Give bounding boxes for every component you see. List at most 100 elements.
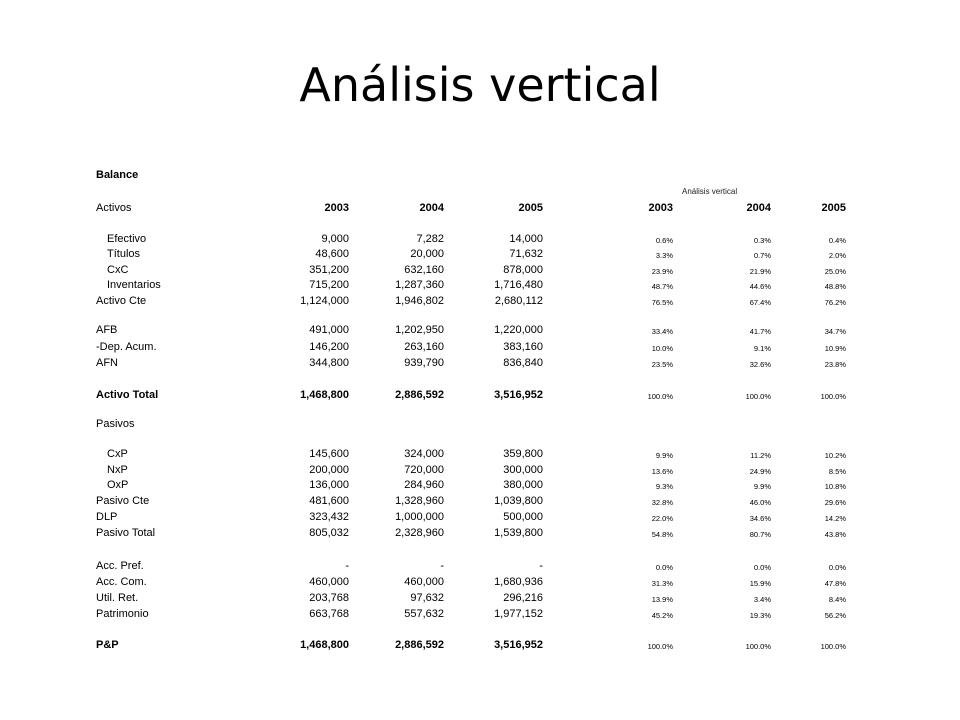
percent-cell: 33.4% [651,327,673,336]
percent-cell: 80.7% [749,530,771,539]
percent-cell: 32.8% [651,498,673,507]
row-label: Util. Ret. [96,592,139,604]
percent-cell: 43.8% [824,530,846,539]
percent-cell: 23.5% [651,360,673,369]
value-cell: 3,516,952 [494,639,543,651]
value-cell: 1,468,800 [300,639,349,651]
percent-cell: 47.8% [824,579,846,588]
percent-cell: 29.6% [824,498,846,507]
percent-cell: 54.8% [651,530,673,539]
row-label: Acc. Pref. [96,560,144,572]
value-cell: 663,768 [309,608,349,620]
value-cell: - [440,560,444,572]
percent-cell: 13.9% [651,595,673,604]
percent-cell: 100.0% [647,642,673,651]
row-label: Activo Total [96,389,159,401]
percent-cell: 21.9% [749,267,771,276]
vertical-analysis-heading: Análisis vertical [682,187,738,196]
value-cell: 460,000 [404,576,444,588]
percent-cell: 3.4% [753,595,771,604]
header-pct-year: 2005 [821,202,846,214]
value-cell: 263,160 [404,341,444,353]
value-cell: 9,000 [321,233,349,245]
row-label: OxP [107,479,129,491]
percent-cell: 76.2% [824,298,846,307]
value-cell: 296,216 [503,592,543,604]
value-cell: 1,468,800 [300,389,349,401]
value-cell: 359,800 [503,448,543,460]
value-cell: 7,282 [416,233,444,245]
value-cell: 481,600 [309,495,349,507]
percent-cell: 2.0% [828,251,846,260]
row-label: Pasivos [96,418,135,430]
value-cell: 351,200 [309,264,349,276]
value-cell: 380,000 [503,479,543,491]
percent-cell: 0.4% [828,236,846,245]
percent-cell: 3.3% [655,251,673,260]
value-cell: 300,000 [503,464,543,476]
value-cell: 324,000 [404,448,444,460]
percent-cell: 67.4% [749,298,771,307]
percent-cell: 48.7% [651,282,673,291]
value-cell: 1,000,000 [395,511,444,523]
percent-cell: 48.8% [824,282,846,291]
value-cell: 2,328,960 [395,527,444,539]
percent-cell: 0.3% [753,236,771,245]
percent-cell: 24.9% [749,467,771,476]
header-label: Activos [96,202,132,214]
balance-sheet-table: Balance Análisis vertical Activos 2003 2… [96,166,856,656]
row-label: Activo Cte [96,295,147,307]
value-cell: 284,960 [404,479,444,491]
value-cell: 146,200 [309,341,349,353]
value-cell: 71,632 [509,248,543,260]
percent-cell: 0.7% [753,251,771,260]
sheet-heading: Balance [96,169,139,181]
row-label: AFB [96,324,118,336]
percent-cell: 32.6% [749,360,771,369]
percent-cell: 25.0% [824,267,846,276]
value-cell: 836,840 [503,357,543,369]
value-cell: 1,287,360 [395,279,444,291]
value-cell: 1,680,936 [494,576,543,588]
value-cell: 1,946,802 [395,295,444,307]
value-cell: 500,000 [503,511,543,523]
percent-cell: 0.0% [655,563,673,572]
header-pct-year: 2003 [648,202,673,214]
value-cell: 1,202,950 [395,324,444,336]
percent-cell: 0.0% [753,563,771,572]
percent-cell: 22.0% [651,514,673,523]
percent-cell: 56.2% [824,611,846,620]
value-cell: 383,160 [503,341,543,353]
percent-cell: 45.2% [651,611,673,620]
header-pct-year: 2004 [746,202,771,214]
percent-cell: 10.9% [824,344,846,353]
value-cell: 14,000 [509,233,543,245]
value-cell: 20,000 [410,248,444,260]
percent-cell: 8.4% [828,595,846,604]
value-cell: 1,124,000 [300,295,349,307]
row-label: Pasivo Cte [96,495,150,507]
row-label: -Dep. Acum. [96,341,157,353]
value-cell: 878,000 [503,264,543,276]
percent-cell: 9.9% [753,482,771,491]
percent-cell: 76.5% [651,298,673,307]
value-cell: 2,886,592 [395,639,444,651]
percent-cell: 41.7% [749,327,771,336]
value-cell: 1,977,152 [494,608,543,620]
percent-cell: 100.0% [647,392,673,401]
row-label: CxC [107,264,129,276]
percent-cell: 100.0% [820,642,846,651]
value-cell: 491,000 [309,324,349,336]
value-cell: 1,039,800 [494,495,543,507]
value-cell: 136,000 [309,479,349,491]
value-cell: 557,632 [404,608,444,620]
row-label: Efectivo [107,233,147,245]
value-cell: 48,600 [315,248,349,260]
header-year: 2003 [324,202,349,214]
percent-cell: 100.0% [820,392,846,401]
percent-cell: 44.6% [749,282,771,291]
percent-cell: 34.7% [824,327,846,336]
header-year: 2004 [419,202,444,214]
value-cell: 1,220,000 [494,324,543,336]
value-cell: 200,000 [309,464,349,476]
